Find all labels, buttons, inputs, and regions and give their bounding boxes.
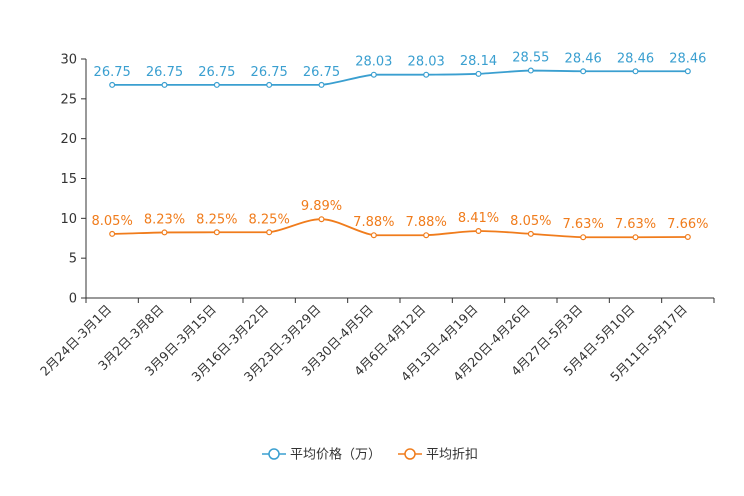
legend-item-avg-discount[interactable]: 平均折扣 [398,448,478,463]
data-label: 8.41% [458,211,499,226]
data-point[interactable] [475,70,482,77]
data-point[interactable] [213,229,220,236]
legend-marker-icon [268,448,280,460]
y-ticks: 0 5 10 15 20 25 30 [60,53,86,307]
data-point[interactable] [370,71,377,78]
data-label: 28.46 [565,51,602,66]
data-point[interactable] [423,232,430,239]
data-point[interactable] [109,81,116,88]
data-label: 8.23% [144,212,185,227]
data-label: 8.25% [196,212,237,227]
data-label: 28.03 [355,55,392,70]
data-point[interactable] [684,68,691,75]
data-label: 7.63% [563,217,604,232]
data-point[interactable] [475,228,482,235]
data-label: 8.25% [249,212,290,227]
y-tick-label: 20 [60,132,77,147]
y-tick-label: 10 [60,212,77,227]
data-point[interactable] [580,68,587,75]
data-point[interactable] [632,68,639,75]
x-ticks: 2月24日-3月1日3月2日-3月8日3月9日-3月15日3月16日-3月22日… [37,298,715,384]
data-label: 26.75 [198,65,235,80]
data-label: 7.66% [667,217,708,232]
data-label: 9.89% [301,199,342,214]
data-point[interactable] [527,230,534,237]
data-label: 28.03 [408,55,445,70]
y-tick-label: 15 [60,172,77,187]
data-point[interactable] [266,81,273,88]
legend-marker-icon [404,448,416,460]
data-point[interactable] [318,216,325,223]
data-label: 28.55 [512,51,549,66]
data-point[interactable] [266,229,273,236]
data-label: 7.88% [353,215,394,230]
data-point[interactable] [423,71,430,78]
data-label: 8.05% [510,214,551,229]
y-tick-label: 25 [60,92,77,107]
data-label: 28.14 [460,54,497,69]
series-layer: 26.75 26.75 26.75 26.75 26.75 28.03 28.03 28.14… [92,51,708,241]
data-label: 28.46 [617,51,654,66]
data-label: 26.75 [94,65,131,80]
data-point[interactable] [213,81,220,88]
data-point[interactable] [684,233,691,240]
data-point[interactable] [370,232,377,239]
y-tick-label: 0 [69,292,77,307]
data-label: 7.63% [615,217,656,232]
legend-item-avg-price[interactable]: 平均价格（万） [262,447,381,463]
y-tick-label: 30 [60,53,77,68]
data-point[interactable] [161,81,168,88]
data-label: 26.75 [146,65,183,80]
data-label: 28.46 [669,51,706,66]
data-label: 7.88% [406,215,447,230]
data-point[interactable] [109,230,116,237]
series-avg-discount: 8.05% 8.23% 8.25% 8.25% 9.89% 7.88% 7.88% 8.41%… [92,199,708,241]
legend-label: 平均折扣 [426,448,478,463]
data-point[interactable] [632,234,639,241]
data-point[interactable] [527,67,534,74]
series-line [112,69,688,86]
data-label: 8.05% [92,214,133,229]
series-avg-price: 26.75 26.75 26.75 26.75 26.75 28.03 28.03 28.14… [94,51,706,88]
data-point[interactable] [161,229,168,236]
data-label: 26.75 [251,65,288,80]
data-point[interactable] [580,234,587,241]
legend-label: 平均价格（万） [290,447,381,463]
data-label: 26.75 [303,65,340,80]
legend[interactable]: 平均价格（万） 平均折扣 [262,447,478,463]
y-tick-label: 5 [69,252,77,267]
series-line [112,218,688,239]
data-point[interactable] [318,81,325,88]
